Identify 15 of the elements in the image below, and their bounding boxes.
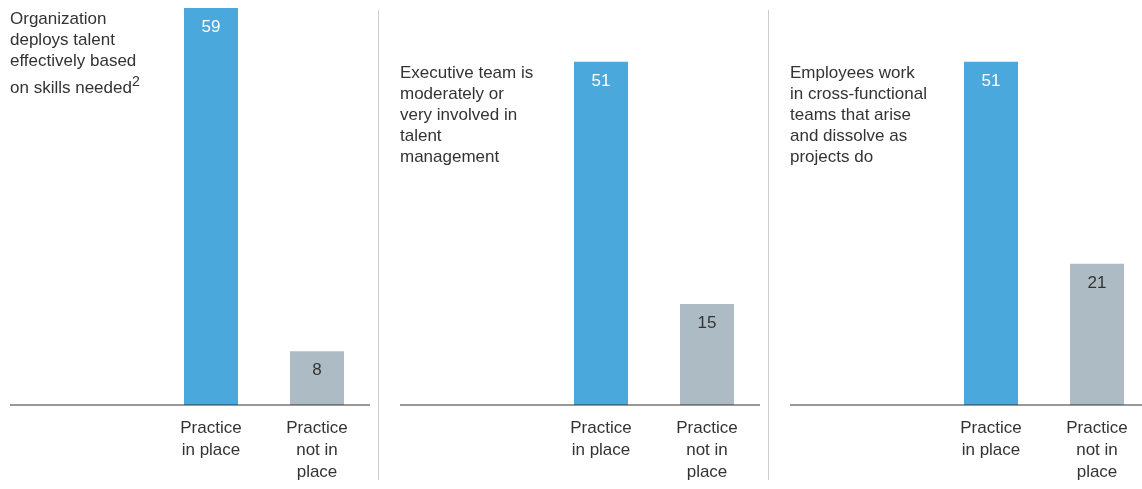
data-label: 15 xyxy=(697,313,717,333)
x-tick-label: Practice in place xyxy=(960,418,1022,459)
data-label: 21 xyxy=(1087,272,1107,292)
x-tick-label: Practice not in place xyxy=(676,418,738,481)
data-label: 51 xyxy=(591,70,611,90)
data-label: 8 xyxy=(312,360,322,380)
data-label: 59 xyxy=(201,17,221,36)
x-tick-label: Practice in place xyxy=(180,418,242,459)
text: Executive team is moderately or very involved in talent management xyxy=(400,61,535,167)
text: Employees work in cross-functional teams that arise and dissolve as projects do xyxy=(790,61,928,167)
text: Organization deploys talent effectively based on skills needed$^{2}$ xyxy=(10,8,141,98)
x-tick-label: Practice in place xyxy=(570,418,632,459)
data-label: 51 xyxy=(981,70,1001,90)
x-tick-label: Practice not in place xyxy=(286,418,348,481)
x-tick-label: Practice not in place xyxy=(1066,418,1128,481)
